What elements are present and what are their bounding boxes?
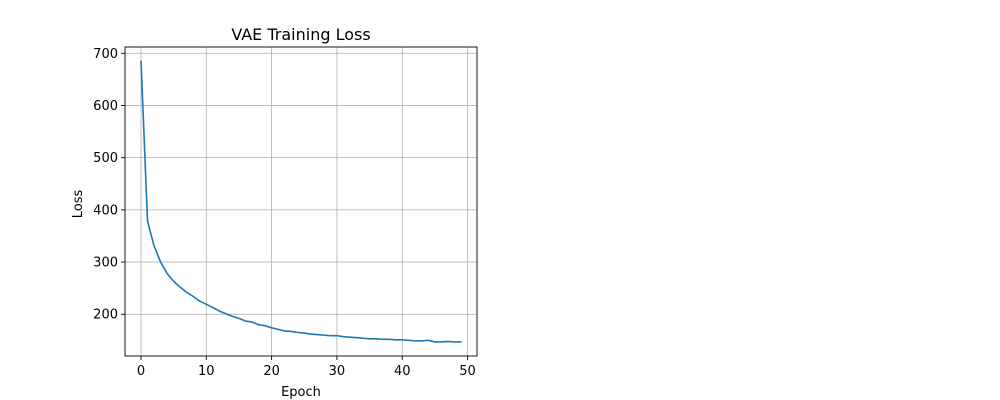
y-tick-label: 200 bbox=[93, 308, 118, 323]
axes-frame bbox=[124, 46, 478, 357]
grid-lines bbox=[125, 47, 477, 356]
plot-frame bbox=[124, 46, 478, 357]
y-tick-label: 500 bbox=[93, 151, 118, 166]
y-axis-label: Loss bbox=[71, 190, 86, 219]
y-tick-label: 700 bbox=[93, 47, 118, 62]
x-tick-label: 20 bbox=[263, 364, 280, 379]
x-axis-label: Epoch bbox=[281, 385, 321, 400]
x-tick-label: 0 bbox=[137, 364, 145, 379]
x-tick-label: 10 bbox=[198, 364, 215, 379]
x-tick-label: 30 bbox=[329, 364, 346, 379]
tick-layer: 0 10 20 30 40 50 200 300 400 500 600 700 bbox=[93, 47, 476, 379]
chart-title: VAE Training Loss bbox=[231, 25, 370, 44]
loss-series-line bbox=[140, 60, 462, 343]
x-tick-label: 40 bbox=[394, 364, 411, 379]
y-tick-label: 400 bbox=[93, 203, 118, 218]
y-tick-label: 300 bbox=[93, 256, 118, 271]
y-tick-label: 600 bbox=[93, 99, 118, 114]
x-tick-label: 50 bbox=[459, 364, 476, 379]
series-layer bbox=[140, 60, 462, 343]
